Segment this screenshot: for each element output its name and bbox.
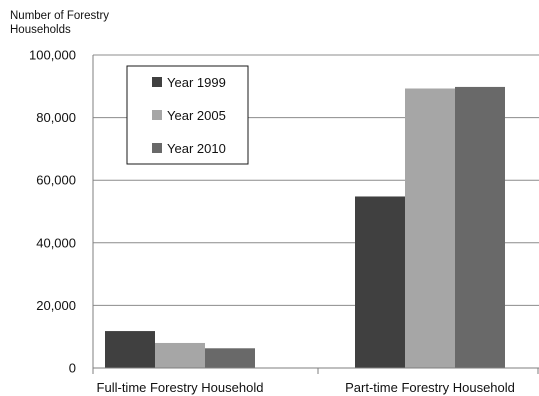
x-category-label: Full-time Forestry Household — [97, 380, 264, 395]
y-tick-label: 80,000 — [36, 110, 76, 125]
y-tick-label: 0 — [69, 361, 76, 376]
bar-year-2005-part-time — [405, 88, 455, 368]
y-tick-label: 20,000 — [36, 298, 76, 313]
x-category-labels: Full-time Forestry Household Part-time Fo… — [97, 380, 515, 395]
bars — [105, 86, 505, 369]
legend-label: Year 2005 — [167, 108, 226, 123]
legend-swatch — [152, 143, 162, 153]
y-tick-label: 100,000 — [29, 48, 76, 63]
y-tick-labels: 0 20,000 40,000 60,000 80,000 100,000 — [29, 48, 76, 376]
axes — [92, 55, 539, 374]
y-tick-label: 40,000 — [36, 235, 76, 250]
bar-year-1999-full-time — [105, 331, 155, 368]
bar-year-2005-full-time — [155, 342, 205, 368]
bar-year-2010-part-time — [455, 86, 505, 369]
legend-box — [126, 65, 249, 165]
bar-year-2010-full-time — [205, 348, 255, 368]
legend: Year 1999 Year 2005 Year 2010 — [126, 65, 249, 165]
legend-label: Year 1999 — [167, 75, 226, 90]
bar-year-1999-part-time — [355, 196, 405, 368]
legend-label: Year 2010 — [167, 141, 226, 156]
y-axis-label: Number of Forestry Households — [10, 10, 110, 36]
x-category-label: Part-time Forestry Household — [345, 380, 515, 395]
y-tick-label: 60,000 — [36, 173, 76, 188]
legend-swatch — [152, 77, 162, 87]
legend-swatch — [152, 110, 162, 120]
